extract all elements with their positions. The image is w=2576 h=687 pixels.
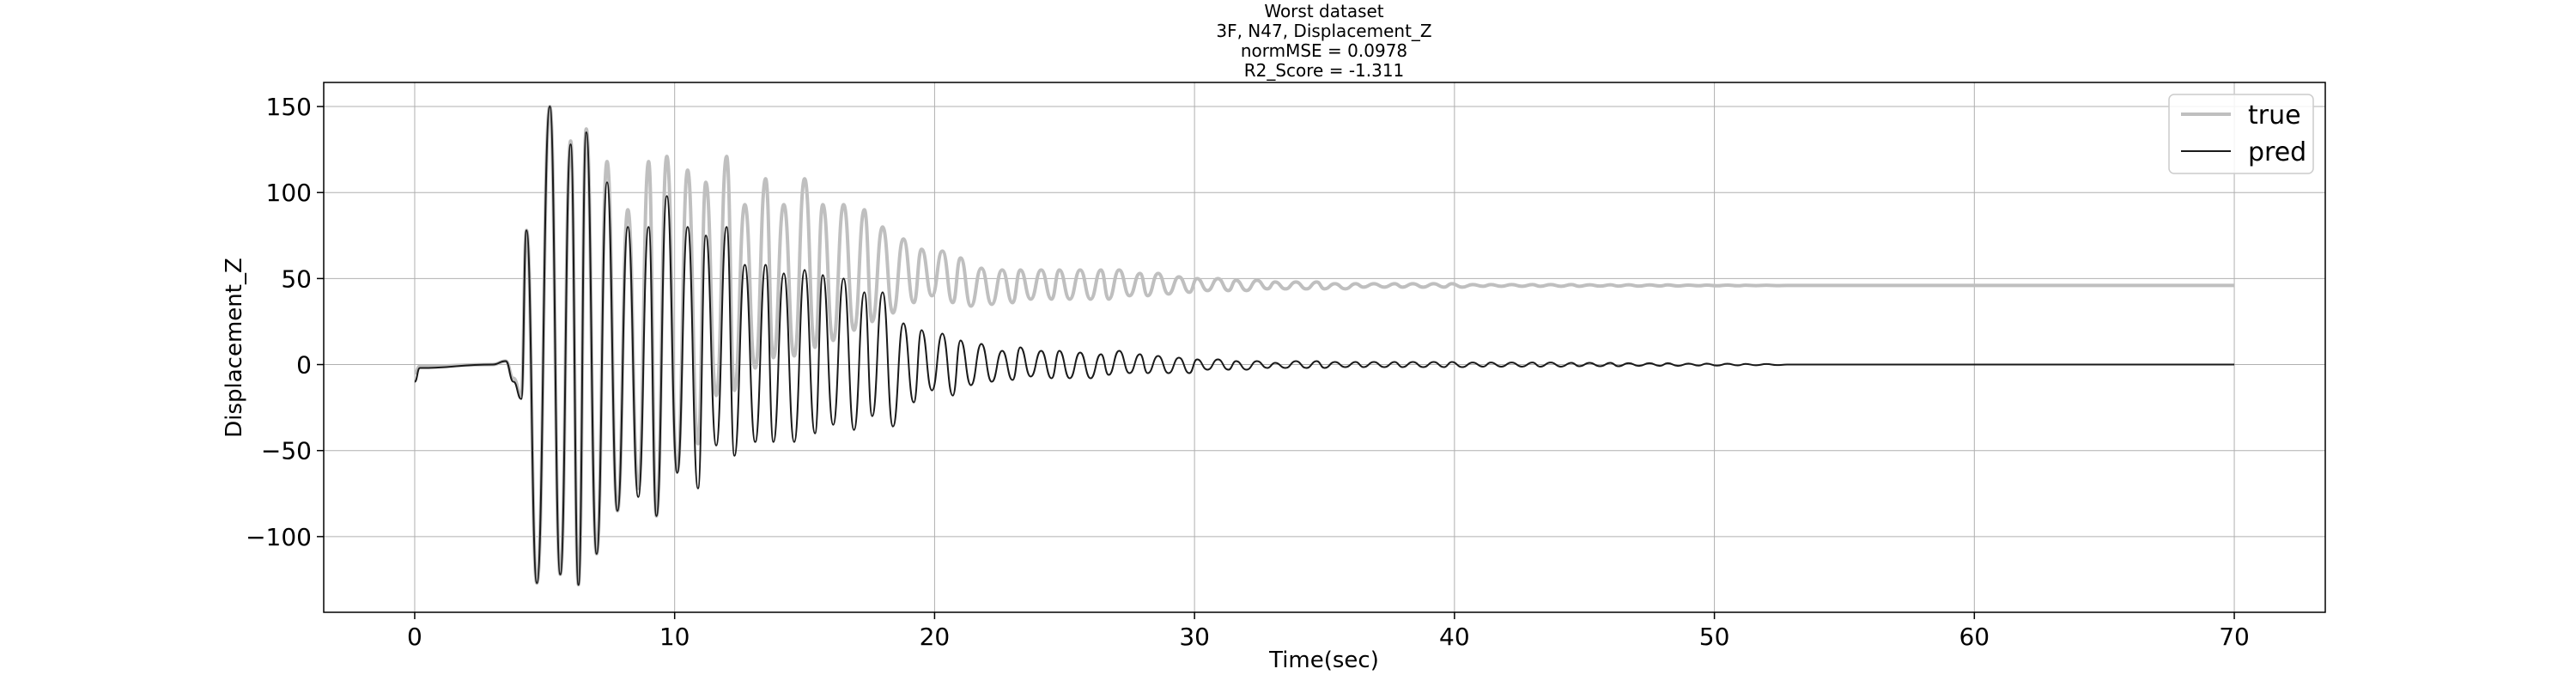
plot-frame	[323, 82, 2326, 613]
y-tick-label: 150	[266, 93, 312, 121]
x-tick-label: 30	[1179, 623, 1210, 651]
title-line-3: normMSE = 0.0978	[1241, 40, 1407, 61]
legend[interactable]: true pred	[2168, 94, 2314, 174]
x-tick-label: 50	[1699, 623, 1730, 651]
chart-title: Worst dataset 3F, N47, Displacement_Z no…	[1216, 1, 1431, 81]
grid-lines	[324, 82, 2325, 612]
y-tick-label: −100	[246, 523, 312, 551]
y-axis-label: Displacement_Z	[222, 258, 247, 438]
y-tick-label: 50	[281, 264, 312, 293]
y-tick-label: 0	[296, 351, 312, 380]
y-tick-label: 100	[266, 179, 312, 207]
x-tick-label: 20	[920, 623, 951, 651]
x-tick-label: 40	[1439, 623, 1470, 651]
y-tick-label: −50	[261, 437, 312, 465]
x-tick-label: 10	[659, 623, 690, 651]
title-line-2: 3F, N47, Displacement_Z	[1216, 21, 1431, 41]
legend-label-true: true	[2248, 100, 2301, 131]
x-tick-label: 60	[1959, 623, 1990, 651]
legend-label-pred: pred	[2248, 137, 2306, 167]
series-line-pred	[414, 106, 2235, 586]
x-tick-label: 0	[407, 623, 422, 651]
y-axis-ticks: −100 −50 0 50 100 150	[246, 93, 324, 551]
x-tick-label: 70	[2219, 623, 2250, 651]
series-layer	[414, 105, 2235, 587]
x-axis-label: Time(sec)	[1268, 647, 1379, 673]
x-axis-ticks: 0 10 20 30 40 50 60 70	[407, 612, 2250, 651]
title-line-4: R2_Score = -1.311	[1244, 60, 1405, 81]
title-line-1: Worst dataset	[1264, 1, 1383, 21]
